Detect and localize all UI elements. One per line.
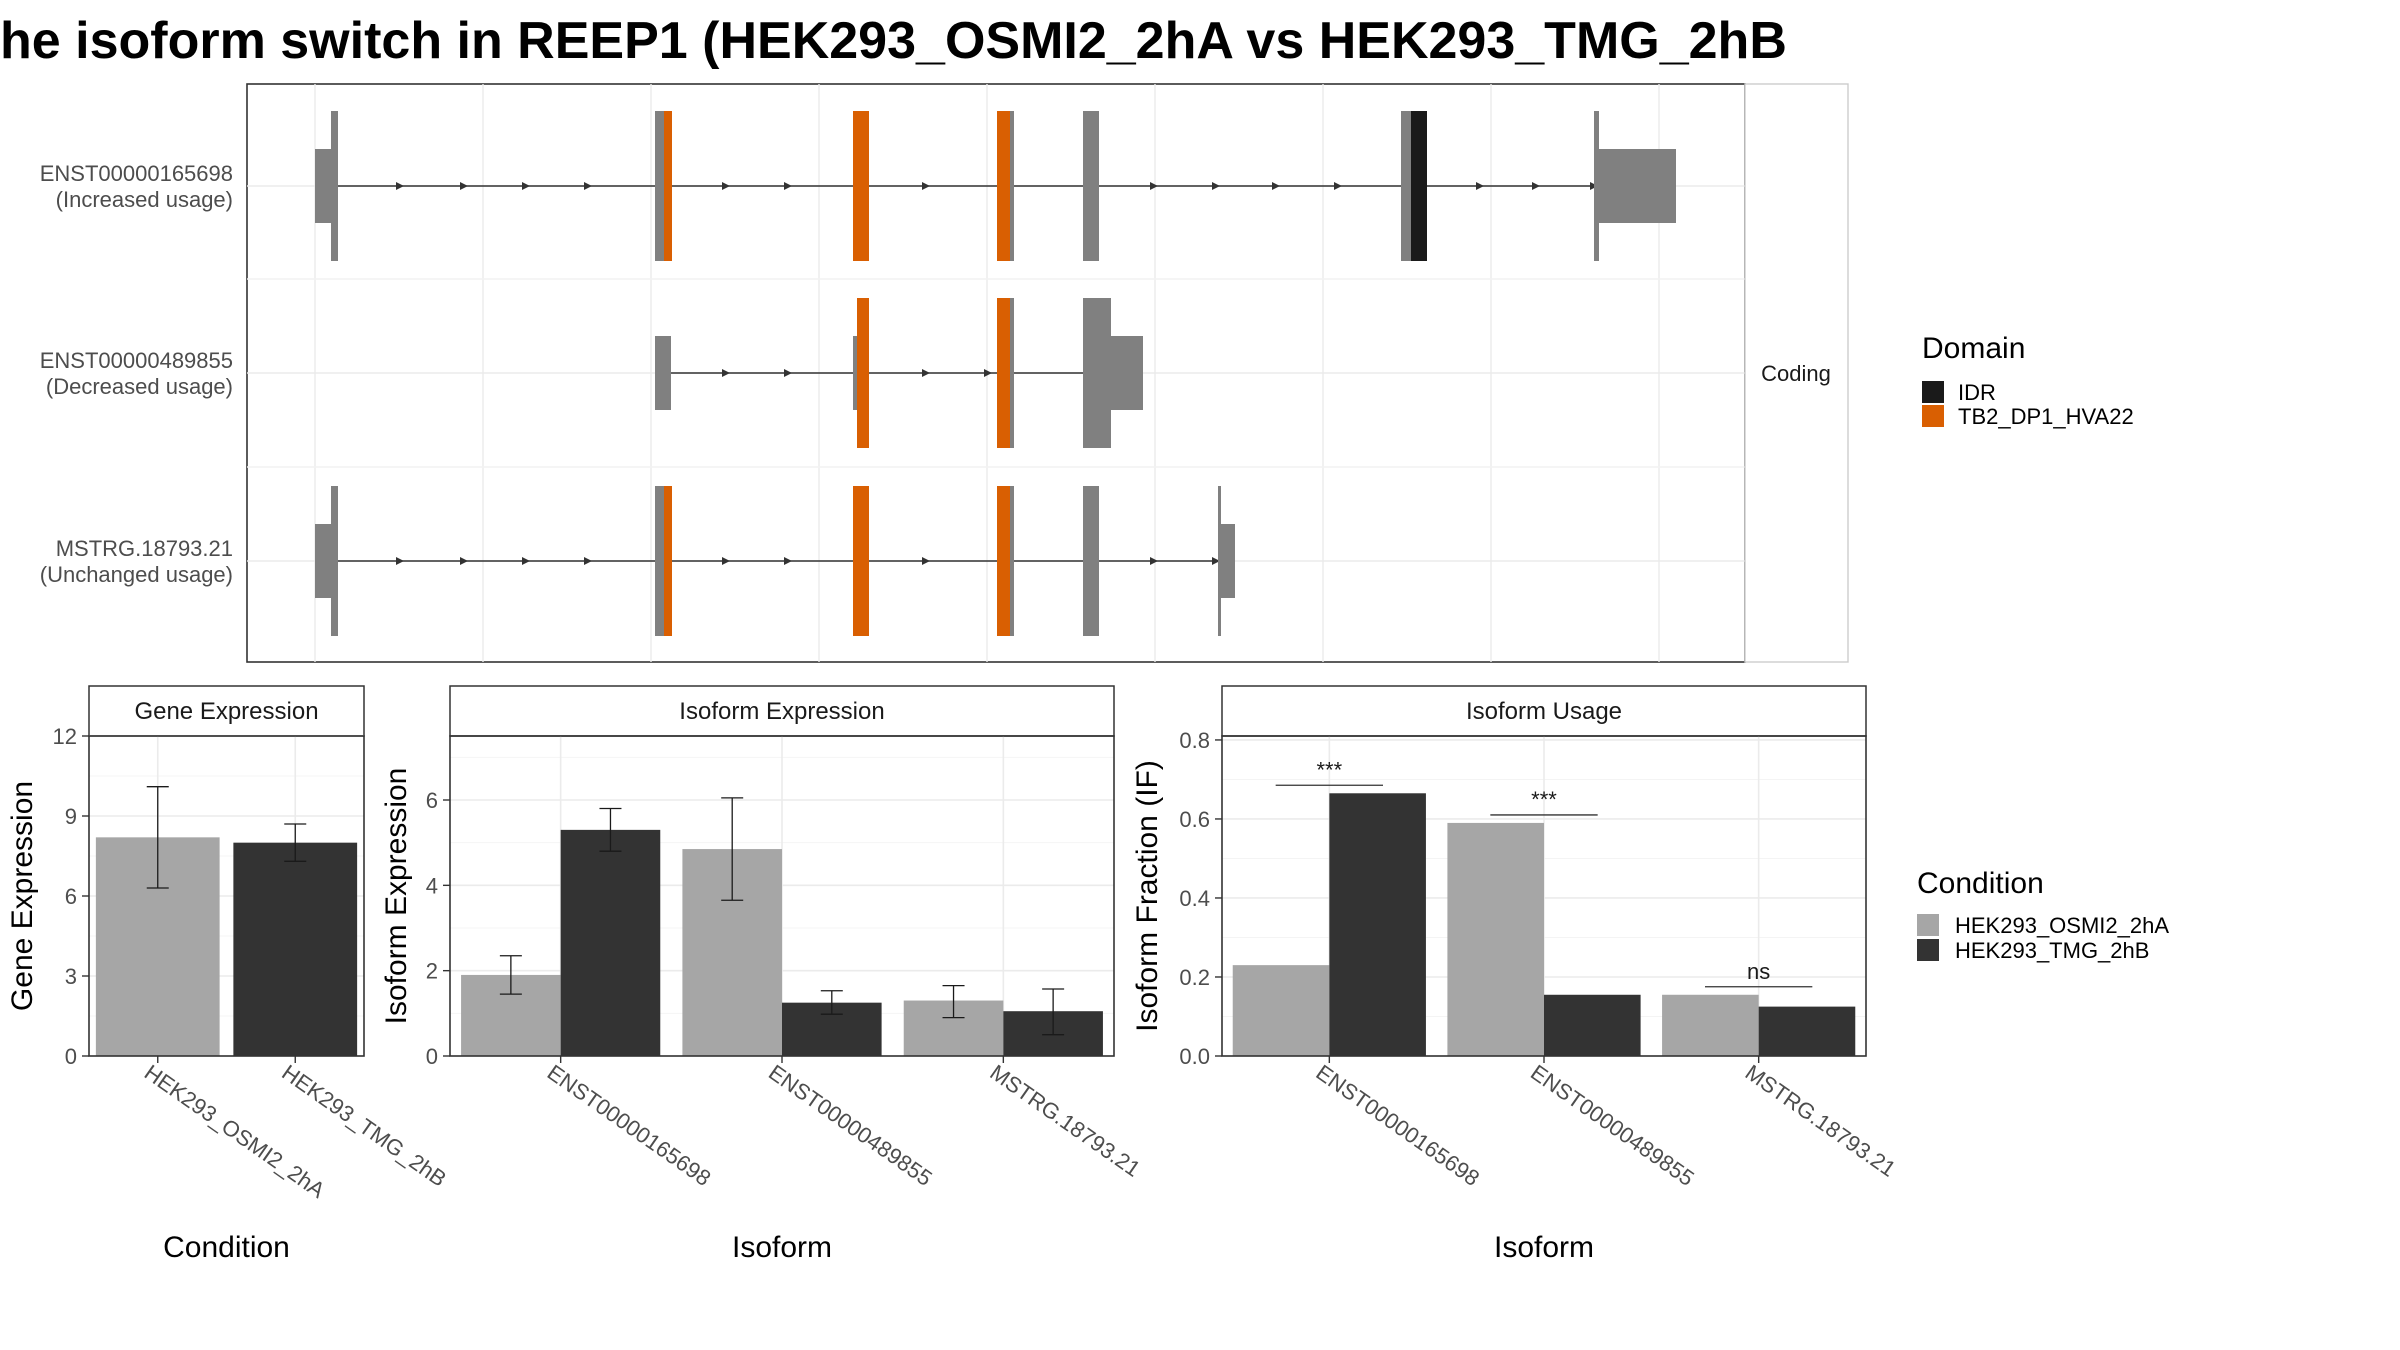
legend-swatch-tb2 — [1922, 405, 1944, 427]
transcript-1-note: (Increased usage) — [56, 187, 233, 212]
panel-border — [449, 735, 1115, 1057]
isoform-expression-panel: Isoform Expression 0 2 4 6 ENST00000165698 ENS… — [380, 685, 1145, 1264]
panel-strip — [88, 685, 365, 737]
y-tick-label: 2 — [426, 959, 438, 984]
bar — [1758, 1006, 1856, 1056]
x-tick-label: ENST00000489855 — [1526, 1060, 1699, 1191]
y-tick-label: 6 — [426, 788, 438, 813]
transcript-row-3 — [315, 486, 1235, 636]
significance-label: *** — [1316, 757, 1342, 782]
bar — [1544, 994, 1641, 1056]
y-axis-title: Isoform Expression — [380, 768, 413, 1025]
transcript-row-2 — [655, 298, 1143, 448]
y-axis-title: Isoform Fraction (IF) — [1131, 760, 1164, 1032]
y-tick-label: 0.8 — [1179, 728, 1210, 753]
x-axis-title: Isoform — [732, 1231, 832, 1264]
condition-legend: Condition HEK293_OSMI2_2hA HEK293_TMG_2h… — [1917, 867, 2169, 963]
y-tick-label: 3 — [65, 964, 77, 989]
coding-strip — [1744, 83, 1849, 663]
transcript-2-note: (Decreased usage) — [46, 374, 233, 399]
legend-swatch-tmg — [1917, 939, 1939, 961]
x-tick-label: ENST00000165698 — [1311, 1060, 1484, 1191]
bar — [560, 829, 661, 1056]
panel-border — [88, 735, 365, 1057]
panel-border — [1221, 735, 1867, 1057]
legend-swatch-osmi2 — [1917, 914, 1939, 936]
y-tick-label: 0.0 — [1179, 1044, 1210, 1069]
transcript-1-name: ENST00000165698 — [40, 161, 233, 186]
x-tick-label: ENST00000165698 — [543, 1060, 716, 1191]
y-tick-label: 6 — [65, 884, 77, 909]
panel-strip-title: Isoform Usage — [1466, 698, 1622, 725]
figure-title: he isoform switch in REEP1 (HEK293_OSMI2… — [0, 12, 1787, 70]
transcript-3-name: MSTRG.18793.21 — [56, 536, 233, 561]
isoform-usage-panel: Isoform Usage 0.0 0.2 0.4 0.6 0.8 *** ENST00000… — [1131, 685, 1901, 1264]
bar — [1329, 793, 1426, 1056]
x-axis-title: Isoform — [1494, 1231, 1594, 1264]
bar — [233, 842, 358, 1056]
coding-strip-label: Coding — [1761, 361, 1831, 386]
transcript-3-note: (Unchanged usage) — [40, 562, 233, 587]
y-tick-label: 0.6 — [1179, 807, 1210, 832]
bar — [1232, 965, 1330, 1056]
transcript-2-name: ENST00000489855 — [40, 348, 233, 373]
panel-strip-title: Gene Expression — [134, 698, 318, 725]
domain-legend-title: Domain — [1922, 332, 2025, 365]
y-tick-label: 0.2 — [1179, 965, 1210, 990]
legend-label-osmi2: HEK293_OSMI2_2hA — [1955, 913, 2169, 938]
y-tick-label: 9 — [65, 804, 77, 829]
domain-legend: Domain IDR TB2_DP1_HVA22 — [1922, 332, 2134, 429]
bar — [1662, 994, 1759, 1056]
x-tick-label: MSTRG.18793.21 — [1741, 1060, 1901, 1182]
y-tick-label: 0.4 — [1179, 886, 1210, 911]
y-tick-label: 0 — [65, 1044, 77, 1069]
panel-strip-title: Isoform Expression — [679, 698, 884, 725]
y-axis-title: Gene Expression — [6, 781, 39, 1011]
condition-legend-title: Condition — [1917, 867, 2044, 900]
x-tick-label: ENST00000489855 — [764, 1060, 937, 1191]
significance-label: ns — [1747, 959, 1770, 984]
legend-label-tb2: TB2_DP1_HVA22 — [1958, 404, 2134, 429]
x-tick-label: MSTRG.18793.21 — [985, 1060, 1145, 1182]
panel-strip — [449, 685, 1115, 737]
transcript-row-1 — [315, 111, 1676, 261]
legend-label-idr: IDR — [1958, 380, 1996, 405]
panel-strip — [1221, 685, 1867, 737]
y-tick-label: 0 — [426, 1044, 438, 1069]
bar — [1447, 822, 1544, 1056]
significance-label: *** — [1531, 787, 1557, 812]
y-tick-label: 4 — [426, 873, 438, 898]
legend-label-tmg: HEK293_TMG_2hB — [1955, 938, 2149, 963]
y-tick-label: 12 — [53, 724, 77, 749]
transcript-labels: ENST00000165698 (Increased usage) ENST00… — [40, 161, 233, 587]
structure-panel: ENST00000165698 (Increased usage) ENST00… — [40, 83, 1849, 663]
x-axis-title: Condition — [163, 1231, 290, 1264]
legend-swatch-idr — [1922, 381, 1944, 403]
